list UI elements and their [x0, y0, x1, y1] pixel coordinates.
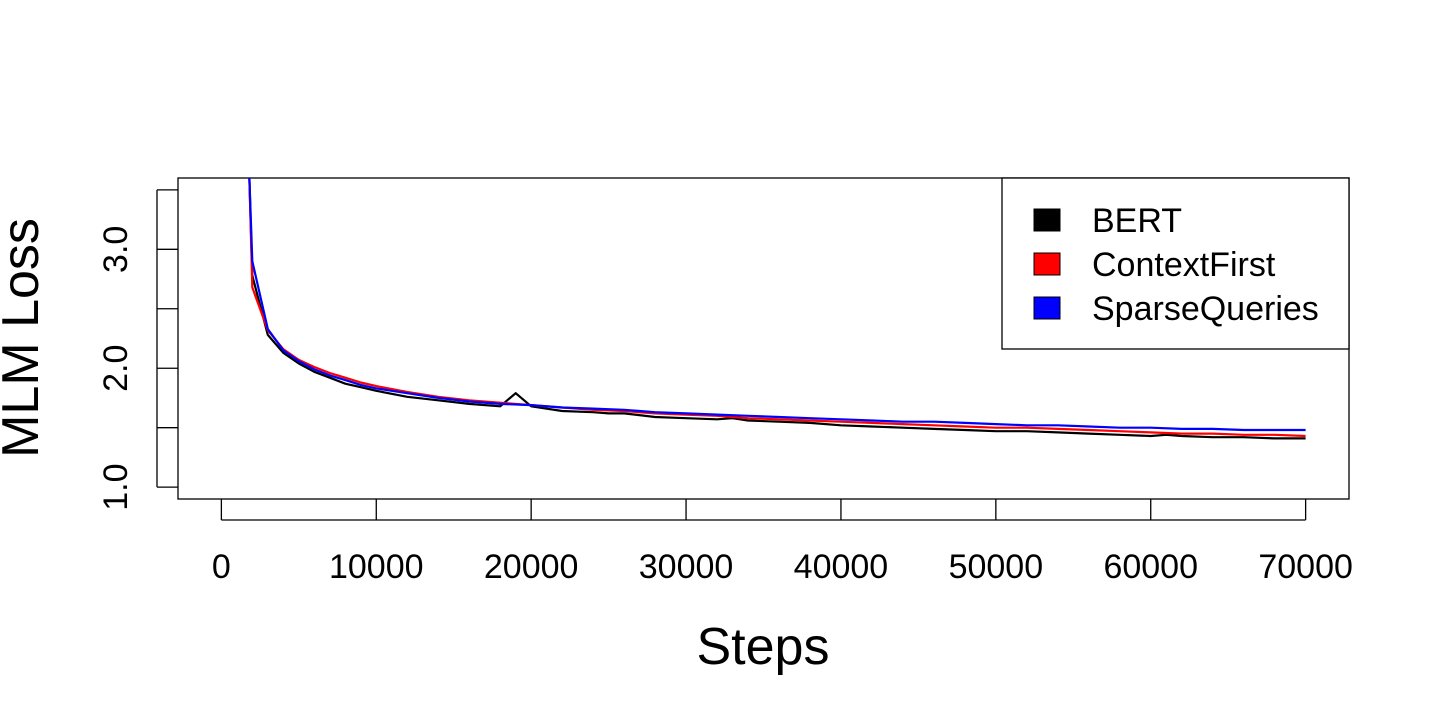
- x-tick-label: 40000: [794, 548, 889, 586]
- x-axis: 0 10000 20000 30000 40000 50000 60000 70000: [212, 499, 1353, 586]
- x-axis-title: Steps: [697, 618, 830, 676]
- legend-swatch-contextfirst: [1033, 252, 1061, 276]
- y-tick-label: 3.0: [97, 226, 135, 273]
- y-tick-label: 2.0: [97, 345, 135, 392]
- y-axis: 1.0 2.0 3.0: [97, 189, 178, 511]
- legend-label-sparsequeries: SparseQueries: [1092, 290, 1319, 328]
- x-tick-label: 10000: [329, 548, 424, 586]
- series-layer: [248, 178, 1306, 440]
- legend-swatch-bert: [1033, 208, 1061, 232]
- x-tick-label: 20000: [484, 548, 579, 586]
- y-tick-label: 1.0: [97, 463, 135, 510]
- x-tick-label: 30000: [639, 548, 734, 586]
- legend-swatch-sparsequeries: [1033, 296, 1061, 320]
- legend-label-bert: BERT: [1092, 202, 1182, 240]
- y-axis-title: MLM Loss: [0, 218, 50, 458]
- x-tick-label: 70000: [1258, 548, 1353, 586]
- x-tick-label: 0: [212, 548, 231, 586]
- x-tick-label: 60000: [1103, 548, 1198, 586]
- series-line-contextfirst: [248, 178, 1306, 438]
- legend: BERT ContextFirst SparseQueries: [1001, 177, 1350, 350]
- legend-label-contextfirst: ContextFirst: [1092, 246, 1276, 284]
- x-tick-label: 50000: [949, 548, 1044, 586]
- series-line-bert: [248, 178, 1306, 440]
- series-line-sparsequeries: [248, 178, 1306, 432]
